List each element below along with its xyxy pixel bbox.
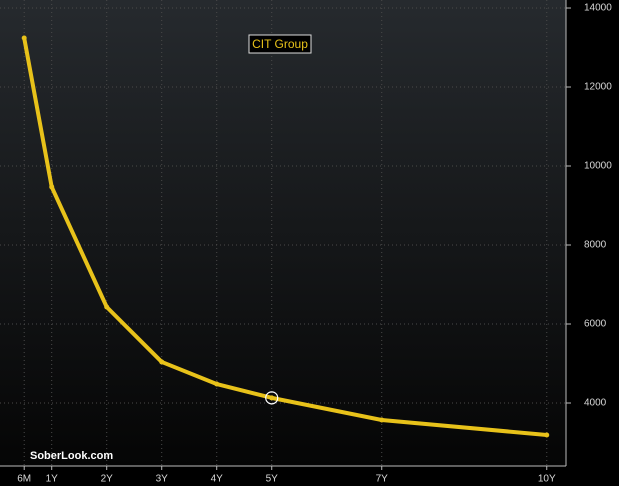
x-tick-label: 10Y xyxy=(538,474,556,485)
point xyxy=(379,417,385,423)
y-tick-label: 14000 xyxy=(584,3,612,14)
point xyxy=(21,35,27,41)
x-tick-label: 7Y xyxy=(376,474,389,485)
legend-label: CIT Group xyxy=(252,37,308,51)
point xyxy=(104,304,110,310)
y-tick-label: 10000 xyxy=(584,161,612,172)
x-tick-label: 4Y xyxy=(211,474,224,485)
point xyxy=(214,381,220,387)
point xyxy=(269,395,275,401)
point xyxy=(544,432,550,438)
x-tick-label: 2Y xyxy=(101,474,114,485)
y-tick-label: 12000 xyxy=(584,82,612,93)
highlight-marker xyxy=(265,391,279,405)
y-tick-label: 6000 xyxy=(584,319,607,330)
x-tick-label: 3Y xyxy=(156,474,169,485)
plot-background xyxy=(0,0,566,466)
y-tick-label: 4000 xyxy=(584,398,607,409)
series-line xyxy=(22,37,547,437)
point xyxy=(159,359,165,365)
point xyxy=(49,184,55,190)
x-tick-label: 5Y xyxy=(266,474,279,485)
watermark: SoberLook.com xyxy=(30,450,113,462)
legend-box xyxy=(248,34,312,54)
x-tick-label: 6M xyxy=(17,474,31,485)
y-tick-label: 8000 xyxy=(584,240,607,251)
x-tick-label: 1Y xyxy=(46,474,59,485)
